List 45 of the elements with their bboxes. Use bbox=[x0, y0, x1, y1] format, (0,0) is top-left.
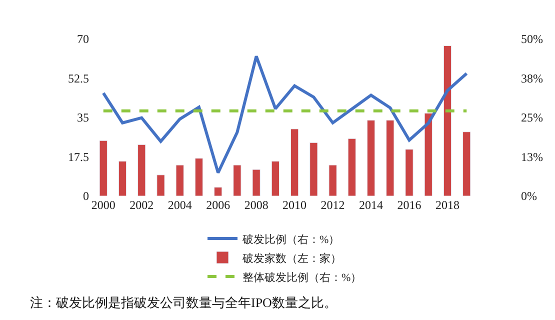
bar bbox=[348, 138, 356, 196]
bar bbox=[252, 169, 260, 196]
bar bbox=[424, 112, 432, 196]
y-tick-label: 35 bbox=[77, 110, 89, 125]
y2-tick-label: 13% bbox=[521, 150, 543, 164]
bar bbox=[214, 187, 222, 196]
bar bbox=[462, 132, 471, 196]
bar bbox=[194, 158, 204, 196]
x-tick-label: 2004 bbox=[168, 198, 192, 212]
y-tick-label: 52.5 bbox=[68, 71, 89, 86]
x-tick-label: 2012 bbox=[320, 198, 345, 212]
y2-tick-label: 0% bbox=[521, 189, 537, 204]
x-tick-label: 2002 bbox=[130, 198, 154, 212]
bar bbox=[310, 142, 318, 196]
y2-tick-label: 38% bbox=[521, 71, 543, 86]
bar bbox=[443, 45, 452, 196]
x-tick-label: 2000 bbox=[91, 198, 116, 212]
x-tick-label: 2010 bbox=[282, 198, 307, 212]
x-tick-label: 2006 bbox=[206, 198, 230, 212]
x-tick-label: 2014 bbox=[359, 198, 384, 212]
bar bbox=[138, 144, 146, 196]
legend-label: 整体破发比例（右：%） bbox=[242, 270, 362, 284]
bar bbox=[118, 160, 127, 196]
x-tick-label: 2016 bbox=[397, 198, 422, 212]
bar bbox=[405, 149, 414, 196]
legend-label: 破发比例（右：%） bbox=[242, 232, 340, 246]
bar bbox=[176, 164, 184, 196]
x-tick-label: 2008 bbox=[244, 198, 268, 212]
bar bbox=[386, 120, 394, 196]
legend-label: 破发家数（左：家） bbox=[242, 252, 342, 265]
y-tick-label: 17.5 bbox=[68, 150, 89, 164]
bar bbox=[99, 140, 108, 196]
bar bbox=[328, 164, 337, 196]
bar bbox=[156, 174, 165, 196]
bar bbox=[271, 160, 280, 196]
y-tick-label: 70 bbox=[77, 32, 89, 46]
bar bbox=[366, 120, 376, 196]
bar bbox=[233, 164, 242, 196]
line-series bbox=[102, 54, 468, 174]
bar bbox=[290, 128, 299, 196]
y2-tick-label: 25% bbox=[521, 110, 543, 125]
y2-tick-label: 50% bbox=[521, 32, 543, 46]
x-tick-label: 2018 bbox=[436, 198, 460, 212]
y-tick-label: 0 bbox=[83, 189, 89, 204]
text: 注：破发比例是指破发公司数量与全年IPO数量之比。 bbox=[30, 295, 337, 310]
